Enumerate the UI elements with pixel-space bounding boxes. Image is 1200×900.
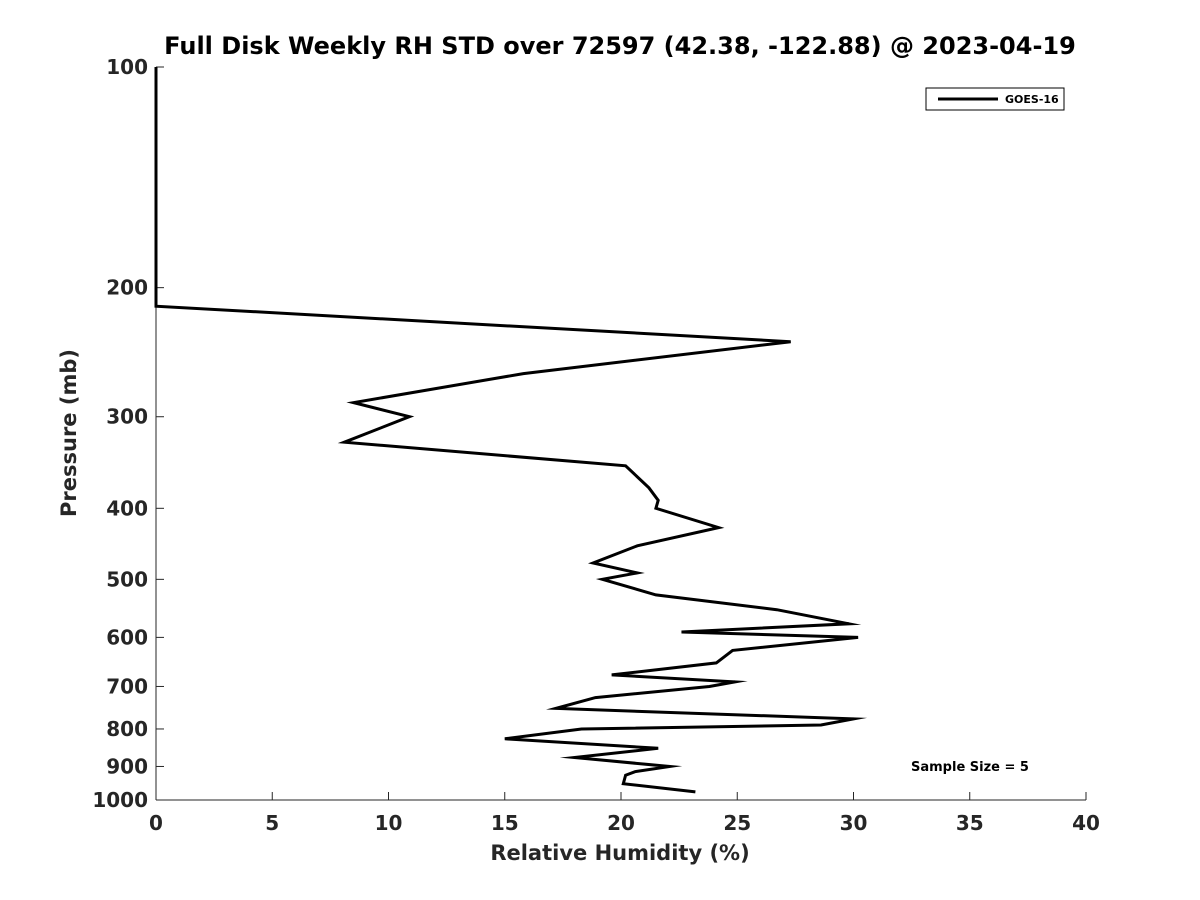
y-tick-label: 500 [106, 567, 148, 591]
y-tick-label: 800 [106, 717, 148, 741]
x-tick-label: 30 [840, 811, 868, 835]
x-tick-label: 20 [607, 811, 635, 835]
x-axis-label: Relative Humidity (%) [490, 841, 749, 865]
series-line-goes-16 [154, 67, 868, 794]
y-tick-label: 400 [106, 496, 148, 520]
chart-title: Full Disk Weekly RH STD over 72597 (42.3… [164, 32, 1076, 60]
x-tick-label: 0 [149, 811, 163, 835]
legend-label: GOES-16 [1005, 93, 1059, 106]
x-tick-label: 35 [956, 811, 984, 835]
y-tick-label: 900 [106, 754, 148, 778]
sample-size-annotation: Sample Size = 5 [911, 760, 1029, 775]
y-tick-label: 100 [106, 55, 148, 79]
x-tick-label: 15 [491, 811, 519, 835]
y-tick-label: 600 [106, 625, 148, 649]
y-tick-label: 200 [106, 276, 148, 300]
x-tick-label: 40 [1072, 811, 1100, 835]
plot-area: 0 5 10 15 20 25 30 35 40 100 200 300 400 500 600 700 800… [92, 55, 1100, 835]
x-tick-label: 10 [375, 811, 403, 835]
x-tick-label: 5 [265, 811, 279, 835]
y-tick-label: 700 [106, 674, 148, 698]
y-axis-label: Pressure (mb) [57, 349, 81, 517]
legend: GOES-16 [925, 87, 1065, 111]
y-tick-label: 1000 [92, 788, 148, 812]
y-tick-label: 300 [106, 405, 148, 429]
x-tick-label: 25 [723, 811, 751, 835]
